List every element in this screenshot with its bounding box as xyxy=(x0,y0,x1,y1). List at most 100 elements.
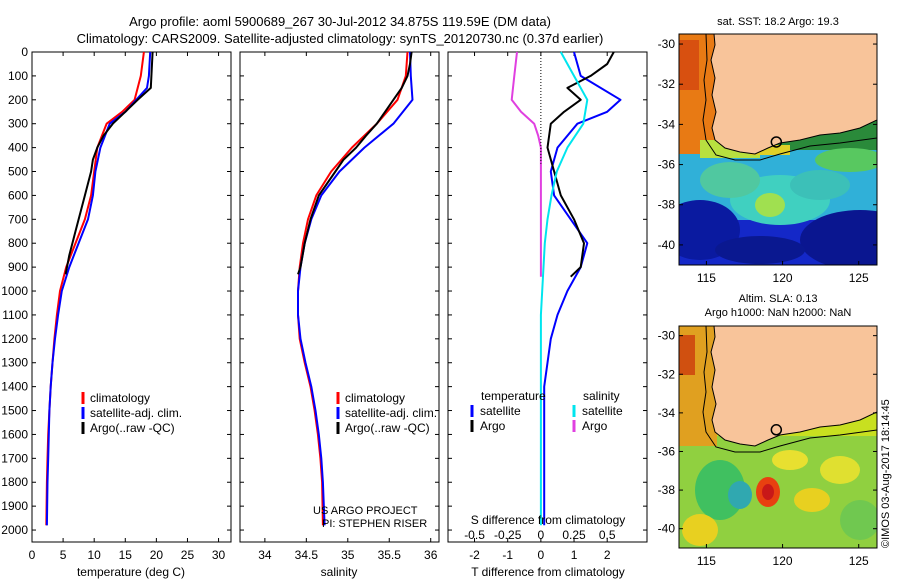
lat-tick-label: -30 xyxy=(658,329,676,343)
legend-label-argo: Argo(..raw -QC) xyxy=(90,421,175,435)
depth-tick-label: 0 xyxy=(21,45,28,59)
legend-label-t-argo: Argo xyxy=(480,419,506,433)
lat-tick-label: -36 xyxy=(658,444,676,458)
legend-label-satellite: satellite-adj. clim. xyxy=(345,406,437,420)
depth-tick-label: 200 xyxy=(8,93,28,107)
legend-label-climatology: climatology xyxy=(345,391,405,405)
s-tick-label: -0.25 xyxy=(494,528,522,542)
x-tick-label: 2 xyxy=(604,548,611,562)
lon-tick-label: 120 xyxy=(773,271,793,285)
map2-title-1: Altim. SLA: 0.13 xyxy=(739,293,818,305)
s-diff-xlabel: S difference from climatology xyxy=(471,513,626,527)
temperature-xlabel: temperature (deg C) xyxy=(77,565,185,579)
x-tick-label: 0 xyxy=(538,548,545,562)
lon-tick-label: 115 xyxy=(697,554,716,568)
lat-tick-label: -38 xyxy=(658,198,676,212)
x-tick-label: 15 xyxy=(119,548,133,562)
x-tick-label: 36 xyxy=(424,548,438,562)
sst-map-frame xyxy=(678,33,878,266)
depth-tick-label: 1900 xyxy=(1,499,28,513)
argo-float-marker xyxy=(770,136,783,148)
x-tick-label: 25 xyxy=(181,548,195,562)
x-tick-label: 34.5 xyxy=(295,548,319,562)
x-tick-label: 5 xyxy=(60,548,67,562)
series-climatology xyxy=(297,51,409,526)
s-tick-label: -0.5 xyxy=(464,528,485,542)
salinity-xlabel: salinity xyxy=(321,565,358,579)
series-temperature-satellite xyxy=(543,51,622,526)
lon-tick-label: 125 xyxy=(849,554,869,568)
x-tick-label: -2 xyxy=(469,548,480,562)
series-satellite xyxy=(297,51,414,526)
series-satellite xyxy=(45,51,152,526)
lat-tick-label: -40 xyxy=(658,238,676,252)
depth-tick-label: 2000 xyxy=(1,523,28,537)
difference-panel xyxy=(447,51,648,543)
depth-tick-label: 1100 xyxy=(2,308,28,322)
temperature-panel xyxy=(31,51,232,543)
difference-legend: temperature salinity satellite satellite… xyxy=(470,389,623,433)
x-tick-label: 0 xyxy=(29,548,36,562)
depth-tick-label: 900 xyxy=(8,260,28,274)
temperature-legend: climatology satellite-adj. clim. Argo(..… xyxy=(81,391,182,435)
depth-tick-label: 1200 xyxy=(1,332,28,346)
x-tick-label: 1 xyxy=(571,548,578,562)
depth-tick-label: 1000 xyxy=(1,284,28,298)
lat-tick-label: -34 xyxy=(658,117,676,131)
x-tick-label: -1 xyxy=(502,548,513,562)
lat-tick-label: -40 xyxy=(658,522,676,536)
credit-project: US ARGO PROJECT xyxy=(313,505,418,517)
title-line-1: Argo profile: aoml 5900689_267 30-Jul-20… xyxy=(129,14,551,29)
argo-float-marker xyxy=(770,424,783,436)
series-climatology xyxy=(45,51,145,526)
x-tick-label: 35.5 xyxy=(378,548,402,562)
legend-header-salinity: salinity xyxy=(583,389,620,403)
depth-tick-label: 400 xyxy=(8,141,28,155)
timestamp-stamp: ©IMOS 03-Aug-2017 18:14:45 xyxy=(880,399,892,548)
lon-tick-label: 120 xyxy=(773,554,793,568)
lat-tick-label: -32 xyxy=(658,77,676,91)
sst-map xyxy=(679,34,877,265)
depth-tick-label: 600 xyxy=(8,188,28,202)
depth-tick-label: 1800 xyxy=(1,475,28,489)
lat-tick-label: -36 xyxy=(658,158,676,172)
depth-tick-label: 1300 xyxy=(1,356,28,370)
salinity-legend: climatology satellite-adj. clim. Argo(..… xyxy=(336,391,437,435)
depth-tick-label: 1400 xyxy=(1,380,28,394)
sla-map xyxy=(679,326,877,548)
depth-tick-label: 1500 xyxy=(1,404,28,418)
lat-tick-label: -34 xyxy=(658,406,676,420)
legend-label-climatology: climatology xyxy=(90,391,150,405)
depth-tick-label: 300 xyxy=(8,117,28,131)
sla-map-frame xyxy=(678,325,878,549)
legend-label-s-argo: Argo xyxy=(582,419,608,433)
x-tick-label: 10 xyxy=(88,548,102,562)
series-argo xyxy=(297,51,413,275)
series-argo xyxy=(64,51,154,275)
depth-tick-label: 100 xyxy=(8,69,28,83)
depth-tick-label: 1600 xyxy=(1,427,28,441)
lon-tick-label: 115 xyxy=(697,271,716,285)
salinity-panel xyxy=(239,51,440,543)
depth-tick-label: 800 xyxy=(8,236,28,250)
legend-label-argo: Argo(..raw -QC) xyxy=(345,421,430,435)
lat-tick-label: -32 xyxy=(658,367,676,381)
map1-title: sat. SST: 18.2 Argo: 19.3 xyxy=(717,16,839,28)
lon-tick-label: 125 xyxy=(849,271,869,285)
s-tick-label: 0.5 xyxy=(599,528,616,542)
legend-label-t-satellite: satellite xyxy=(480,404,521,418)
series-temperature-argo xyxy=(546,51,615,278)
lat-tick-label: -38 xyxy=(658,483,676,497)
series-salinity-satellite xyxy=(539,51,589,526)
depth-tick-label: 1700 xyxy=(1,451,28,465)
depth-tick-label: 500 xyxy=(8,165,28,179)
x-tick-label: 35 xyxy=(341,548,355,562)
lat-tick-label: -30 xyxy=(658,37,676,51)
x-tick-label: 20 xyxy=(150,548,164,562)
title-line-2: Climatology: CARS2009. Satellite-adjuste… xyxy=(76,31,604,46)
s-tick-label: 0 xyxy=(538,528,545,542)
series-salinity-argo xyxy=(510,51,542,277)
x-tick-label: 30 xyxy=(212,548,226,562)
credit-pi: PI: STEPHEN RISER xyxy=(322,518,427,530)
